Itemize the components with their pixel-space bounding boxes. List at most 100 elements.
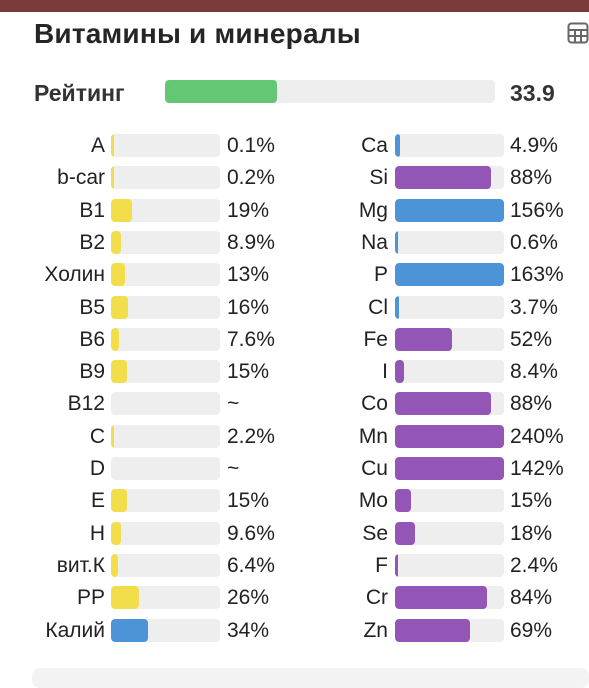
minerals-bar-fill [395,166,491,190]
minerals-bar [395,263,504,287]
minerals-bar-fill [395,198,504,222]
minerals-bar [395,360,504,384]
minerals-percent: 163% [510,263,564,287]
minerals-percent: 142% [510,457,564,480]
minerals-bar [395,295,504,319]
vitamins-bar [111,553,220,577]
vitamins-percent: 2.2% [227,424,275,448]
vitamins-label: H [89,521,105,545]
minerals-bar-fill [395,392,491,416]
vitamins-label: A [90,134,105,157]
vitamins-bar-fill [111,230,121,254]
minerals-label: I [382,360,388,384]
minerals-percent: 8.4% [510,360,558,384]
minerals-bar-fill [395,553,398,577]
table-grid-icon[interactable] [567,22,589,44]
minerals-bar [395,489,504,513]
minerals-label: Cr [365,586,388,610]
vitamins-bar [111,198,220,222]
vitamins-bar [111,295,220,319]
vitamins-bar [111,586,220,610]
minerals-label: Co [361,392,388,416]
minerals-bar-fill [395,457,504,480]
vitamins-bar [111,230,220,254]
vitamins-label: B2 [79,230,105,254]
minerals-bar-fill [395,360,405,384]
minerals-label: Mo [358,489,388,513]
vitamins-label: B6 [79,327,105,351]
vitamins-percent: 7.6% [227,327,275,351]
minerals-label: Zn [363,618,388,642]
vitamins-bar-fill [111,360,128,384]
vitamins-label: D [89,457,105,480]
minerals-label: Fe [363,327,388,351]
vitamins-bar [111,166,220,190]
minerals-bar [395,424,504,448]
vitamins-label: B12 [67,392,105,416]
vitamins-percent: 26% [227,586,270,610]
vitamins-label: B5 [79,295,105,319]
minerals-percent: 88% [510,166,553,190]
minerals-bar [395,198,504,222]
vitamins-bar [111,489,220,513]
vitamins-bar-fill [111,134,114,157]
minerals-bar-fill [395,521,415,545]
vitamins-bar [111,457,220,480]
vitamins-bar-fill [111,295,129,319]
minerals-label: Na [361,230,388,254]
vitamins-label: вит.К [56,553,105,577]
vitamins-bar [111,521,220,545]
minerals-bar [395,553,504,577]
minerals-label: Se [362,521,388,545]
minerals-bar-fill [395,489,412,513]
minerals-percent: 240% [510,424,564,448]
vitamins-percent: 13% [227,263,270,287]
minerals-bar-fill [395,134,401,157]
vitamins-percent: 0.2% [227,166,275,190]
vitamins-bar [111,360,220,384]
minerals-bar-fill [395,424,504,448]
section-title: Витамины и минералы [34,18,361,49]
minerals-bar [395,230,504,254]
minerals-bar [395,327,504,351]
next-section-card [32,668,589,688]
minerals-label: Ca [361,134,388,157]
vitamins-bar [111,618,220,642]
vitamins-bar-fill [111,553,118,577]
vitamins-percent: ~ [227,457,240,480]
vitamins-label: PP [76,586,105,610]
vitamins-percent: ~ [227,392,240,416]
vitamins-bar-fill [111,424,114,448]
minerals-bar [395,392,504,416]
vitamins-bar-fill [111,489,128,513]
rating-bar [165,80,495,103]
minerals-bar-fill [395,586,487,610]
minerals-bar [395,618,504,642]
vitamins-bar [111,424,220,448]
vitamins-bar [111,134,220,157]
minerals-bar-fill [395,230,398,254]
rating-value: 33.9 [510,80,555,106]
vitamins-bar-fill [111,166,114,190]
minerals-percent: 15% [510,489,553,513]
minerals-bar [395,586,504,610]
vitamins-bar-fill [111,263,126,287]
vitamins-label: Холин [44,263,105,287]
minerals-percent: 52% [510,327,553,351]
vitamins-percent: 19% [227,198,270,222]
vitamins-percent: 6.4% [227,553,275,577]
minerals-percent: 84% [510,586,553,610]
minerals-label: Mg [358,198,388,222]
minerals-label: P [373,263,388,287]
vitamins-bar [111,392,220,416]
minerals-bar-fill [395,295,400,319]
vitamins-bar-fill [111,521,122,545]
minerals-bar [395,166,504,190]
vitamins-percent: 8.9% [227,230,275,254]
minerals-percent: 18% [510,521,553,545]
minerals-bar [395,521,504,545]
minerals-bar-fill [395,327,452,351]
minerals-label: F [375,553,388,577]
top-strip [0,0,589,12]
minerals-bar [395,134,504,157]
